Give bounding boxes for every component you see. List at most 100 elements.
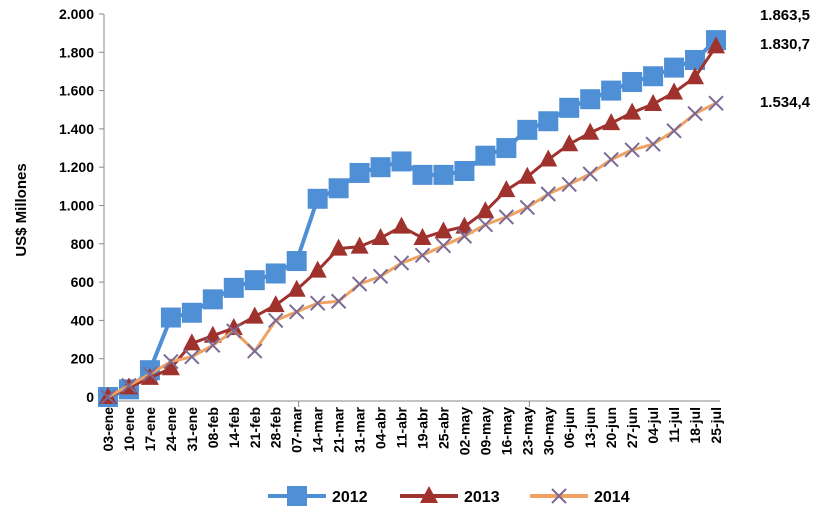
data-point-2014 (205, 337, 221, 354)
data-point-2013 (182, 333, 201, 351)
data-point-2014 (603, 151, 619, 168)
x-tick-label: 25-abr (435, 406, 451, 449)
y-axis-title: US$ Millones (13, 163, 30, 256)
data-point-2013 (140, 367, 159, 385)
data-point-2014 (498, 209, 515, 225)
data-point-2014 (309, 295, 326, 311)
data-point-2013 (602, 113, 621, 131)
data-point-2014 (142, 366, 158, 382)
x-tick-label: 27-jun (624, 407, 640, 448)
data-point-2014 (456, 228, 473, 244)
data-point-2012 (601, 80, 622, 101)
data-point-2014 (121, 377, 137, 394)
x-tick-label: 21-mar (331, 406, 347, 452)
data-point-2012 (643, 66, 664, 87)
data-point-2012 (370, 157, 391, 178)
data-point-2014 (288, 304, 305, 320)
data-point-2013 (644, 94, 663, 112)
x-tick-label: 18-jul (687, 407, 703, 444)
y-tick-label: 1.600 (59, 83, 94, 99)
data-point-2014 (540, 186, 556, 202)
data-point-2013 (371, 228, 390, 246)
y-axis: 0 200 400 600 800 1.000 1.200 1.400 1.600 1.800 2.… (59, 6, 105, 405)
x-tick-label: 09-may (477, 407, 493, 455)
x-tick-label: 25-jul (708, 407, 724, 444)
data-point-2012 (685, 49, 706, 70)
legend-entry-2014: 2014 (530, 488, 630, 506)
x-tick-label: 11-abr (394, 406, 410, 448)
x-tick-label: 03-ene (100, 407, 116, 452)
x-tick-label: 11-jul (666, 407, 682, 443)
y-tick-label: 1.800 (59, 44, 94, 60)
data-point-2013 (224, 318, 243, 336)
x-tick-label: 16-may (498, 407, 514, 455)
x-tick-label: 31-ene (184, 407, 200, 452)
legend-label: 2013 (464, 489, 500, 506)
series-line-2013 (107, 45, 718, 399)
end-value-label-2013: 1.830,7 (760, 36, 810, 53)
data-point-2012 (538, 111, 559, 132)
data-point-2012 (496, 138, 517, 159)
data-point-2012 (454, 161, 475, 182)
data-point-2014 (708, 95, 724, 111)
data-point-2012 (664, 57, 685, 78)
data-point-2013 (707, 36, 725, 54)
data-point-2012 (160, 307, 181, 328)
data-point-2014 (519, 199, 536, 216)
data-point-2012 (328, 178, 349, 199)
x-tick-label: 10-ene (121, 407, 137, 452)
data-point-2013 (560, 134, 579, 152)
data-point-2013 (413, 228, 432, 246)
x-tick-label: 06-jun (561, 407, 577, 448)
data-point-2014 (561, 176, 577, 193)
data-point-2012 (622, 71, 643, 92)
data-point-2012 (517, 119, 538, 140)
legend-marker (420, 486, 438, 503)
x-tick-label: 23-may (519, 407, 535, 455)
data-point-2013 (686, 67, 705, 85)
data-point-2012 (433, 164, 454, 185)
x-tick-label: 08-feb (205, 407, 221, 448)
x-tick-label: 31-mar (352, 406, 368, 452)
data-point-2013 (518, 166, 537, 184)
data-point-2012 (412, 164, 433, 185)
x-tick-label: 30-may (540, 407, 556, 455)
data-point-2012 (181, 302, 202, 323)
y-tick-label: 1.200 (59, 159, 94, 175)
data-point-2014 (393, 255, 410, 271)
data-point-2014 (247, 343, 263, 359)
data-point-2014 (435, 238, 452, 254)
data-point-2012 (265, 263, 286, 284)
data-point-2014 (330, 293, 347, 309)
data-point-2012 (349, 162, 370, 183)
legend-label: 2014 (594, 489, 630, 506)
y-tick-label: 1.400 (59, 121, 94, 137)
x-tick-label: 24-ene (163, 407, 179, 452)
data-point-2013 (455, 216, 474, 234)
series-2014 (100, 95, 724, 405)
y-tick-label: 1.000 (59, 198, 94, 214)
data-point-2014 (268, 312, 284, 329)
data-point-2014 (184, 349, 200, 365)
x-tick-label: 07-mar (289, 406, 305, 452)
series-layer (98, 30, 726, 407)
data-point-2012 (391, 151, 412, 172)
data-point-2013 (581, 122, 600, 140)
data-point-2013 (350, 236, 369, 254)
data-point-2014 (414, 247, 431, 263)
data-point-2013 (329, 238, 348, 256)
y-tick-label: 600 (71, 274, 95, 290)
y-tick-label: 200 (71, 351, 95, 367)
data-point-2012 (202, 289, 223, 310)
data-point-2013 (245, 306, 264, 324)
data-point-2013 (665, 82, 684, 100)
data-point-2013 (161, 358, 180, 376)
data-point-2014 (645, 136, 661, 152)
data-point-2014 (477, 216, 494, 233)
x-tick-label: 28-feb (268, 407, 284, 448)
legend-entry-2013: 2013 (400, 486, 500, 506)
data-point-2013 (266, 295, 285, 313)
x-tick-label: 19-abr (414, 406, 430, 449)
data-point-2012 (244, 270, 265, 291)
data-point-2013 (392, 216, 411, 234)
